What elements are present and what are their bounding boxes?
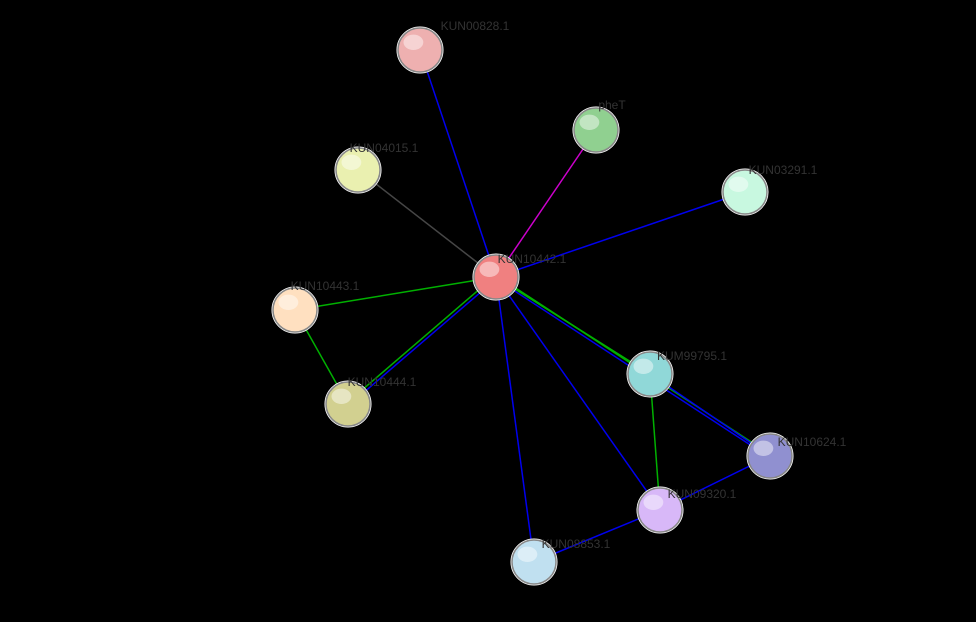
node-highlight xyxy=(342,155,362,170)
edge xyxy=(496,277,534,562)
edge xyxy=(358,170,496,277)
node-highlight xyxy=(580,115,600,130)
node-label-KUN10624: KUN10624.1 xyxy=(778,435,847,449)
node-highlight xyxy=(644,495,664,510)
node-highlight xyxy=(404,35,424,50)
node-KUN00828[interactable] xyxy=(398,28,442,72)
edge xyxy=(420,50,496,277)
node-label-pheT: pheT xyxy=(598,98,625,112)
node-highlight xyxy=(480,262,500,277)
network-graph xyxy=(0,0,976,622)
node-label-KUN10442: KUN10442.1 xyxy=(498,252,567,266)
node-label-KUN04015: KUN04015.1 xyxy=(350,141,419,155)
edge xyxy=(496,277,660,510)
node-pheT[interactable] xyxy=(574,108,618,152)
node-highlight xyxy=(332,389,352,404)
node-label-KUM99795: KUM99795.1 xyxy=(657,349,727,363)
node-highlight xyxy=(729,177,749,192)
node-highlight xyxy=(518,547,538,562)
node-highlight xyxy=(634,359,654,374)
node-KUN10443[interactable] xyxy=(273,288,317,332)
node-highlight xyxy=(754,441,774,456)
node-label-KUN08853: KUN08853.1 xyxy=(542,537,611,551)
node-label-KUN00828: KUN00828.1 xyxy=(441,19,510,33)
node-label-KUN03291: KUN03291.1 xyxy=(749,163,818,177)
node-label-KUN09320: KUN09320.1 xyxy=(668,487,737,501)
node-highlight xyxy=(279,295,299,310)
node-label-KUN10443: KUN10443.1 xyxy=(291,279,360,293)
node-label-KUN10444: KUN10444.1 xyxy=(348,375,417,389)
